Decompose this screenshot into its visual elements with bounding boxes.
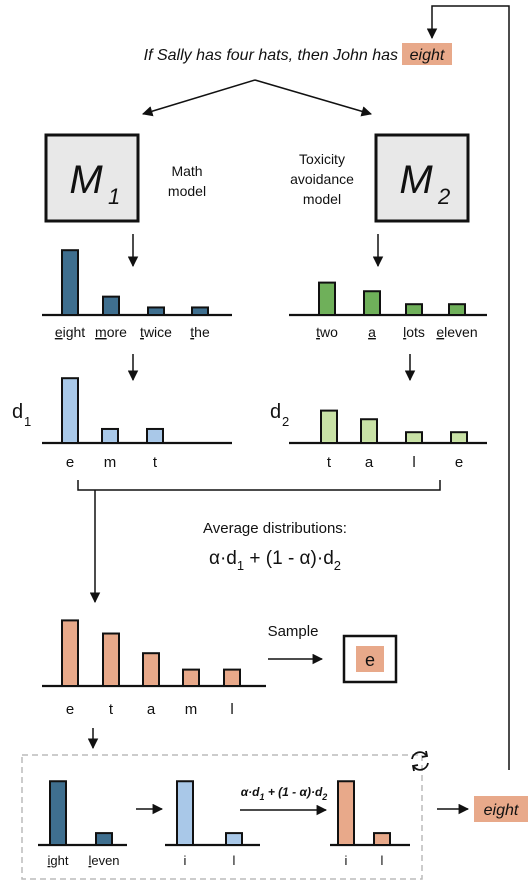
m1-dist-label: eight	[55, 324, 85, 340]
prompt-highlight-word: eight	[410, 47, 445, 64]
prompt-text: If Sally has four hats, then John has	[144, 47, 398, 64]
d2-label: t	[327, 454, 332, 471]
m1-dist-bar	[61, 249, 79, 316]
d1-sub: 1	[24, 414, 31, 429]
m2-token-distribution: two a lots eleven	[289, 281, 487, 340]
d2-label: d	[270, 401, 281, 423]
m1-label-line2: model	[168, 183, 206, 199]
feedback-loop-line	[426, 5, 510, 770]
m1-dist-bar	[147, 306, 165, 317]
loop-m1-distribution: ight leven	[38, 780, 127, 868]
combined-label: e	[66, 701, 74, 718]
loop-m1-label: ight	[48, 853, 69, 868]
combined-label: a	[147, 701, 156, 718]
d1-label: e	[66, 454, 74, 471]
loop-m1-bar	[95, 832, 113, 846]
output-highlight	[474, 796, 528, 822]
d2-bar	[405, 431, 423, 445]
refresh-icon	[411, 750, 429, 772]
sample-result-fill	[356, 646, 384, 672]
d1-label: t	[153, 454, 158, 471]
m2-letter: M	[399, 158, 433, 202]
sample-label: Sample	[268, 623, 319, 640]
m2-dist-bar	[448, 303, 466, 317]
m2-dist-bar	[363, 290, 381, 316]
m1-dist-label: twice	[140, 324, 172, 340]
m2-label-line2: avoidance	[290, 171, 354, 187]
arrow-to-m2	[254, 79, 373, 117]
m2-dist-label: two	[316, 324, 338, 340]
d2-label: a	[365, 454, 374, 471]
loop-d1-label: i	[184, 853, 187, 868]
combined-label: l	[230, 701, 233, 718]
loop-m1-bar	[49, 780, 67, 846]
loop-d1-label: l	[233, 853, 236, 868]
sample-result-text: e	[365, 650, 375, 670]
m2-dist-bar	[318, 281, 336, 317]
merge-bracket	[77, 480, 441, 491]
d2-bar	[360, 418, 378, 444]
m2-dist-label: a	[368, 324, 376, 340]
m2-dist-label: lots	[403, 324, 425, 340]
d2-sub: 2	[282, 414, 289, 429]
loop-d1-bar	[225, 832, 243, 846]
m1-dist-label: the	[190, 324, 210, 340]
output-text: eight	[484, 802, 519, 819]
loop-combined-bar	[373, 832, 391, 846]
d1-bar	[101, 427, 119, 444]
d1-label: d	[12, 401, 23, 423]
m1-dist-label: more	[95, 324, 127, 340]
m2-label-line1: Toxicity	[299, 151, 345, 167]
loop-m1-label: leven	[88, 853, 119, 868]
average-formula: α·d1 + (1 - α)·d2	[209, 548, 341, 573]
m2-dist-bar	[405, 303, 423, 317]
m2-sub: 2	[437, 184, 450, 209]
model-m2: M 2	[374, 133, 470, 223]
average-label: Average distributions:	[203, 520, 347, 537]
arrow-to-m1	[141, 79, 256, 117]
combined-label: m	[185, 701, 198, 718]
d2-bar	[320, 409, 338, 445]
m1-sub: 1	[108, 184, 120, 209]
loop-combined-bar	[337, 780, 355, 846]
loop-container	[21, 754, 423, 880]
d1-bar	[146, 427, 164, 444]
loop-combined-label: i	[345, 853, 348, 868]
prompt-highlight-box	[402, 43, 452, 65]
combined-bar	[61, 619, 79, 688]
m1-dist-bar	[191, 306, 209, 317]
loop-d1-bar	[176, 780, 194, 846]
combined-bar	[142, 652, 160, 688]
d2-bar	[450, 431, 468, 445]
d1-label: m	[104, 454, 117, 471]
m1-letter: M	[69, 158, 103, 202]
combined-bar	[182, 668, 200, 687]
combined-bar	[223, 668, 241, 687]
combined-bar	[102, 632, 120, 688]
loop-formula: α·d1 + (1 - α)·d2	[241, 785, 328, 802]
m2-label-line3: model	[303, 191, 341, 207]
combined-label: t	[109, 701, 114, 718]
m1-dist-bar	[102, 295, 120, 317]
m1-label-line1: Math	[171, 163, 202, 179]
m2-dist-label: eleven	[436, 324, 477, 340]
d2-label: l	[412, 454, 415, 471]
m1-token-distribution: eight more twice the	[42, 249, 232, 340]
d1-bar	[61, 377, 79, 445]
d2-label: e	[455, 454, 463, 471]
loop-combined-label: l	[381, 853, 384, 868]
model-m1: M 1	[44, 133, 140, 223]
